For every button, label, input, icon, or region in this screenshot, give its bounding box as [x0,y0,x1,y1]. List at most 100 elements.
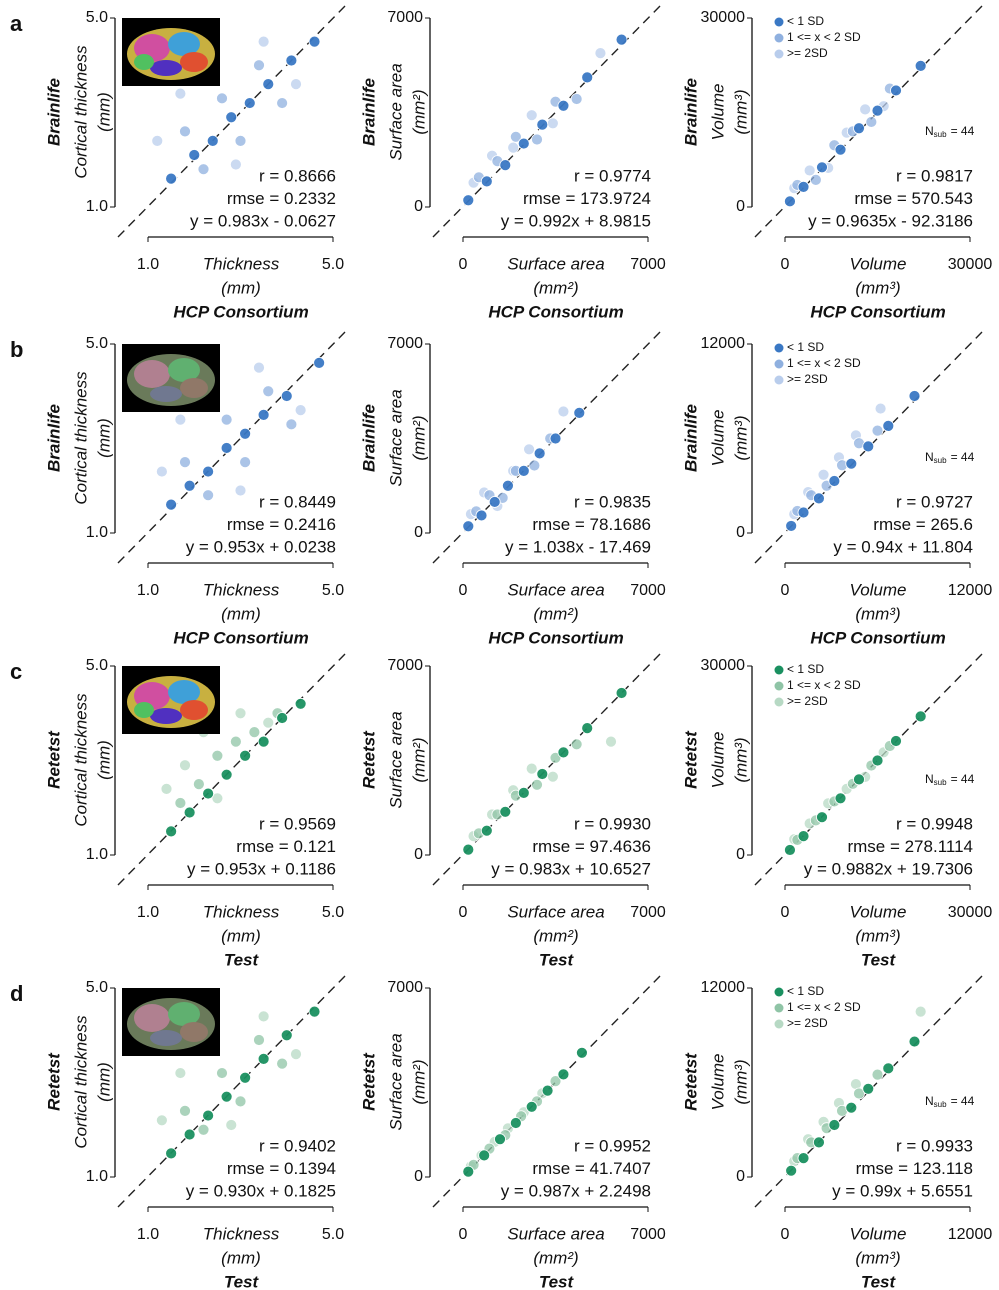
point [234,707,247,720]
point [202,489,215,502]
stat-text: rmse = 173.9724 [523,189,651,208]
point [533,447,546,460]
point [276,1057,289,1070]
y-axis-label: Retetst [681,1052,700,1111]
y-axis-label: Retetst [44,730,63,789]
y-tick-label: 5.0 [86,335,108,352]
y-axis-label: (mm) [94,740,113,780]
legend-marker [774,681,784,691]
point [517,787,530,799]
stat-text: r = 0.9835 [574,492,651,511]
stat-text: y = 0.9635x - 92.3186 [808,211,973,230]
y-axis-label: Retetst [681,730,700,789]
stat-text: y = 0.9882x + 19.7306 [804,859,973,878]
point [220,413,233,426]
point [828,1119,841,1131]
y-axis-label: Surface area [386,389,405,486]
y-tick-label: 0 [736,846,745,863]
x-tick-label: 12000 [948,582,993,599]
legend-marker [774,17,784,27]
x-axis-label: Test [861,950,897,969]
stat-text: r = 0.8449 [259,492,336,511]
point [155,465,168,478]
y-tick-label: 12000 [701,335,746,352]
point [165,825,178,838]
point [290,1048,302,1061]
x-axis-label: (mm) [221,1248,261,1267]
point [890,84,902,97]
point [216,1067,228,1079]
point [546,770,559,783]
scatter-panel: 0 7000 0 7000 r = 0.9774 rmse = 173.9724 y = 0… [359,5,666,321]
legend-label: >= 2SD [787,46,828,60]
point [557,99,570,112]
stat-text: y = 0.94x + 11.804 [833,537,973,556]
point [573,406,586,419]
point [475,509,488,522]
point [165,1147,178,1160]
point [882,1062,895,1075]
scatter-panel: 0 7000 0 7000 r = 0.9930 rmse = 97.4636 y = 0.… [359,653,666,969]
x-axis-label: (mm) [221,926,261,945]
legend-marker [774,343,784,353]
legend-label: 1 <= x < 2 SD [787,1000,861,1014]
n-main: N [925,450,934,464]
point [239,427,252,440]
stat-text: rmse = 97.4636 [532,837,651,856]
point [549,432,562,445]
point [257,1010,270,1023]
y-axis-label: (mm²) [409,89,428,134]
n-sub: sub [934,456,947,465]
x-tick-label: 0 [781,582,790,599]
point [239,456,252,469]
legend-marker [774,33,784,43]
legend-marker [774,375,784,385]
x-axis-label: HCP Consortium [488,628,623,647]
point [549,1075,562,1088]
legend-marker [774,697,784,707]
x-tick-label: 0 [781,256,790,273]
point [248,726,261,739]
brain-inset [122,18,220,86]
point [257,1052,270,1065]
legend-marker [774,665,784,675]
legend-marker [774,1003,784,1013]
point [853,1087,865,1100]
point [797,506,810,519]
point [871,104,884,117]
point [155,1114,168,1127]
x-axis-label: Surface area [507,1224,604,1243]
x-tick-label: 0 [459,582,468,599]
point [174,797,187,809]
y-axis-label: (mm³) [731,737,750,782]
stat-text: y = 0.987x + 2.2498 [501,1181,651,1200]
stat-text: r = 0.9930 [574,814,651,833]
n-main: N [925,1094,934,1108]
x-tick-label: 0 [781,1226,790,1243]
x-tick-label: 7000 [630,582,666,599]
point [605,735,617,748]
point [528,459,541,472]
n-rest: = 44 [951,1094,975,1108]
x-tick-label: 30000 [948,256,993,273]
point [502,479,514,492]
point [179,125,191,138]
point [523,443,535,456]
x-tick-label: 1.0 [137,256,159,273]
point [257,735,270,748]
stat-text: rmse = 0.2416 [227,515,336,534]
point [525,109,538,122]
point [179,1104,191,1117]
legend-label: >= 2SD [787,1016,828,1030]
stat-text: rmse = 41.7407 [532,1159,651,1178]
point [211,749,224,762]
point [192,778,205,791]
point [874,402,887,415]
y-axis-label: Surface area [386,711,405,808]
point [229,735,242,748]
point [262,716,275,729]
x-axis-label: (mm) [221,604,261,623]
point [908,390,921,402]
point [276,712,289,724]
point [871,754,884,767]
